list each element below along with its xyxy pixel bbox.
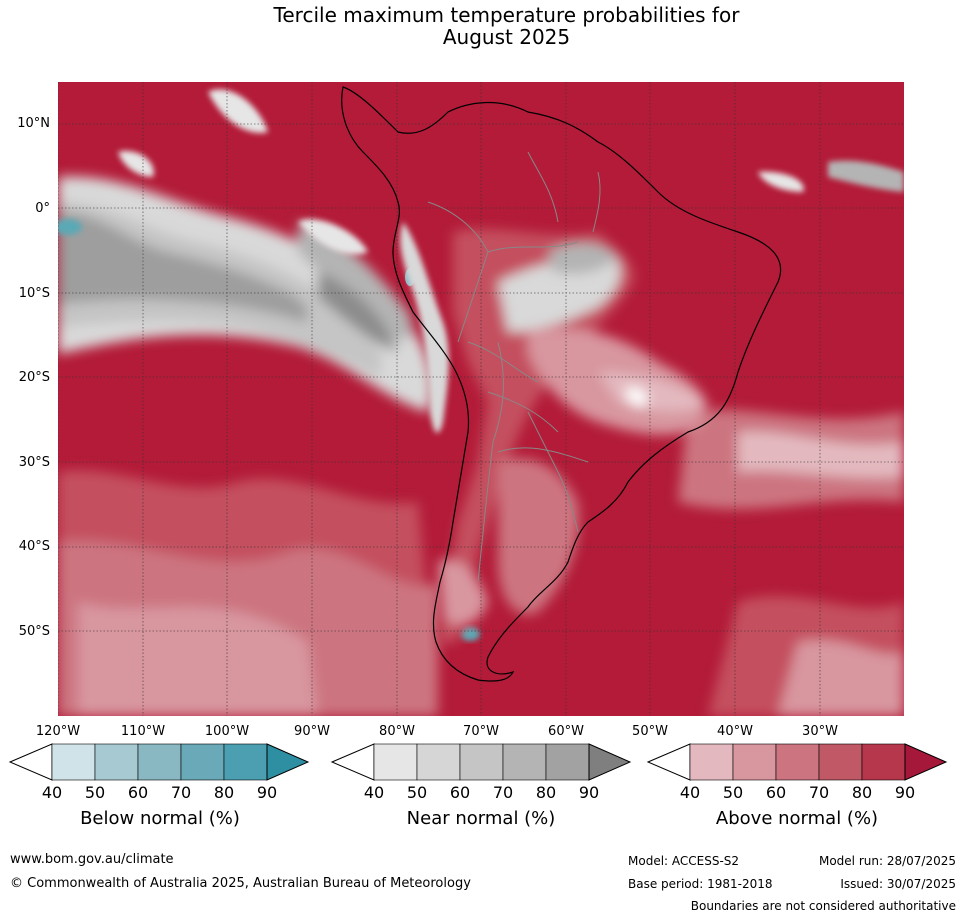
colorbar-below-tick: 60 xyxy=(127,783,149,802)
pacific-near-normal-band xyxy=(58,176,432,412)
lat-label-30s: 30°S xyxy=(18,455,50,470)
map-title-line1: Tercile maximum temperature probabilitie… xyxy=(273,3,740,27)
colorbar-above-min-triangle xyxy=(646,743,691,781)
colorbar-below-tick: 50 xyxy=(84,783,106,802)
southern-light-red-areas xyxy=(58,409,904,716)
colorbar-near-normal xyxy=(330,743,632,781)
colorbar-below-tick: 90 xyxy=(256,783,278,802)
colorbar-above-max-triangle xyxy=(904,743,948,781)
footer-website-link[interactable]: www.bom.gov.au/climate xyxy=(10,852,174,867)
colorbar-below-bin-50 xyxy=(94,743,139,781)
colorbar-near-bin-50 xyxy=(416,743,461,781)
colorbar-above-bin-40 xyxy=(689,743,734,781)
colorbar-below-bin-80 xyxy=(223,743,268,781)
lon-label-100w: 100°W xyxy=(204,724,250,739)
colorbar-below-min-triangle xyxy=(8,743,53,781)
colorbar-below-bin-40 xyxy=(51,743,96,781)
colorbar-above-bin-60 xyxy=(775,743,820,781)
colorbar-above-tick: 40 xyxy=(679,783,701,802)
footer-boundaries-note: Boundaries are not considered authoritat… xyxy=(690,899,956,913)
lon-label-30w: 30°W xyxy=(802,724,838,739)
map-title: Tercile maximum temperature probabilitie… xyxy=(0,4,965,48)
colorbar-above-bin-50 xyxy=(732,743,777,781)
colorbar-above-tick: 50 xyxy=(722,783,744,802)
colorbar-near-tick: 70 xyxy=(492,783,514,802)
colorbar-below-bin-70 xyxy=(180,743,225,781)
lon-label-60w: 60°W xyxy=(548,724,584,739)
lat-label-10s: 10°S xyxy=(18,286,50,301)
footer-model: Model: ACCESS-S2 xyxy=(628,854,740,868)
colorbar-near-bin-70 xyxy=(502,743,547,781)
lon-label-70w: 70°W xyxy=(463,724,499,739)
lat-label-10n: 10°N xyxy=(17,116,50,131)
colorbar-near-label: Near normal (%) xyxy=(406,808,556,829)
lat-label-20s: 20°S xyxy=(18,370,50,385)
colorbar-above-tick: 80 xyxy=(851,783,873,802)
colorbar-near-bin-40 xyxy=(373,743,418,781)
colorbar-below-tick: 80 xyxy=(213,783,235,802)
footer-copyright: © Commonwealth of Australia 2025, Austra… xyxy=(10,876,471,891)
colorbar-near-tick: 90 xyxy=(578,783,600,802)
lon-label-120w: 120°W xyxy=(35,724,81,739)
footer-issued: Issued: 30/07/2025 xyxy=(840,877,956,891)
map-title-line2: August 2025 xyxy=(442,25,571,49)
colorbar-near-max-triangle xyxy=(588,743,632,781)
colorbar-near-tick: 40 xyxy=(363,783,385,802)
colorbar-below-max-triangle xyxy=(266,743,310,781)
colorbar-below-tick: 70 xyxy=(170,783,192,802)
lon-label-110w: 110°W xyxy=(120,724,166,739)
lat-label-50s: 50°S xyxy=(18,624,50,639)
south-america-coastline xyxy=(341,86,782,682)
probability-map[interactable] xyxy=(58,82,904,716)
colorbar-above-normal xyxy=(646,743,948,781)
colorbar-above-tick: 70 xyxy=(808,783,830,802)
lon-label-40w: 40°W xyxy=(717,724,753,739)
colorbar-above-label: Above normal (%) xyxy=(715,808,879,829)
map-svg xyxy=(58,82,904,716)
colorbar-above-bin-70 xyxy=(818,743,863,781)
below-normal-patch-patagonia xyxy=(460,627,480,641)
colorbar-above-tick: 60 xyxy=(765,783,787,802)
continent-interior xyxy=(438,229,708,642)
colorbar-near-min-triangle xyxy=(330,743,375,781)
footer-model-run: Model run: 28/07/2025 xyxy=(818,854,956,868)
below-normal-patch-pacific xyxy=(58,219,82,235)
colorbar-above-bin-80 xyxy=(861,743,906,781)
lon-label-50w: 50°W xyxy=(632,724,668,739)
north-near-normal-streaks xyxy=(118,89,904,255)
footer-base-period: Base period: 1981-2018 xyxy=(628,877,773,891)
colorbar-near-bin-80 xyxy=(545,743,590,781)
colorbar-near-bin-60 xyxy=(459,743,504,781)
lat-label-40s: 40°S xyxy=(18,539,50,554)
colorbar-below-bin-60 xyxy=(137,743,182,781)
colorbar-below-label: Below normal (%) xyxy=(80,808,240,829)
graticule xyxy=(58,82,904,716)
lon-label-90w: 90°W xyxy=(294,724,330,739)
colorbar-below-tick: 40 xyxy=(41,783,63,802)
colorbar-near-tick: 60 xyxy=(449,783,471,802)
colorbar-above-tick: 90 xyxy=(894,783,916,802)
colorbar-near-tick: 80 xyxy=(535,783,557,802)
country-borders xyxy=(427,151,601,583)
lon-label-80w: 80°W xyxy=(379,724,415,739)
colorbar-near-tick: 50 xyxy=(406,783,428,802)
lat-label-0: 0° xyxy=(35,201,50,216)
colorbar-below-normal xyxy=(8,743,310,781)
